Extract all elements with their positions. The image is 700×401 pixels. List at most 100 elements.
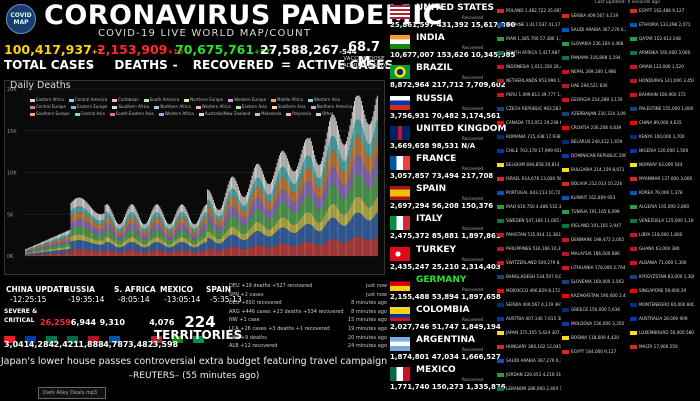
list-item[interactable]: LEBANON 286,000 2,404 181,062 [497, 386, 561, 391]
list-item[interactable]: SLOVAKIA 236,104 4,468 [562, 41, 626, 46]
legend-entry[interactable]: Western Asia [307, 96, 340, 103]
legend-entry[interactable]: Northern America [310, 103, 352, 110]
audio-player[interactable]: Dark Alley Deals.mp3 [38, 387, 106, 399]
list-item[interactable]: IRELAND 191,165 2,947 [562, 223, 626, 228]
list-item[interactable]: SAUDI ARABIA 367,276 6,373 358,723 [497, 358, 561, 363]
list-item[interactable]: EGYPT 164,000 9,127 [562, 349, 626, 354]
list-item[interactable]: NEPAL 269,180 1,986 [562, 69, 626, 74]
list-item[interactable]: MOLDOVA 156,000 3,350 [562, 321, 626, 326]
list-item[interactable]: CHILE 703,178 17,999 658,224 [497, 148, 561, 153]
legend-entry[interactable]: Western Europe [228, 96, 266, 103]
news-headline[interactable]: Japan's lower house passes controversial… [0, 356, 388, 367]
list-item[interactable]: NORWAY 63,000 544 [630, 162, 694, 167]
list-item[interactable]: BAHRAIN 100,900 372 [630, 92, 694, 97]
legend-entry[interactable]: Southern Europe [30, 110, 70, 117]
list-item[interactable]: IRAQ 610,750 4,486 532,395 [497, 204, 561, 209]
list-item[interactable]: SOUTH AFRICA 1,417,987 40,574 1,268,311 [497, 50, 561, 55]
legend-entry[interactable]: Southern Africa [112, 103, 149, 110]
list-item[interactable]: CHINA 89,000 4,635 [630, 120, 694, 125]
list-item[interactable]: ETHIOPIA 133,298 2,071 [630, 22, 694, 27]
list-item[interactable]: CROATIA 230,208 4,839 [562, 125, 626, 130]
list-item[interactable]: KAZAKHSTAN 190,000 2,453 [562, 293, 626, 298]
legend-entry[interactable]: Central Asia [74, 110, 105, 117]
list-item[interactable]: GHANA 63,000 380 [630, 246, 694, 251]
list-item[interactable]: AUSTRALIA 28,000 909 [630, 316, 694, 321]
list-item[interactable]: ALGERIA 105,000 2,800 [630, 204, 694, 209]
list-item[interactable]: BOSNIA 118,000 4,420 [562, 335, 626, 340]
list-item[interactable]: MALAYSIA 186,000 686 [562, 251, 626, 256]
list-item[interactable]: JORDAN 320,453 4,216 313,009 [497, 372, 561, 377]
list-item[interactable]: LIBYA 118,000 1,800 [630, 232, 694, 237]
list-item[interactable]: EGYPT 162,486 9,127 [630, 8, 694, 13]
list-item[interactable]: GEORGIA 254,288 3,130 [562, 97, 626, 102]
legend-entry[interactable]: Northern Europe [184, 96, 223, 103]
list-item[interactable]: LITHUANIA 178,000 2,764 [562, 265, 626, 270]
list-item[interactable]: SERBIA 409,567 4,119 [562, 13, 626, 18]
list-item[interactable]: BOLIVIA 212,013 10,226 [562, 181, 626, 186]
legend-entry[interactable]: Northern Africa [154, 103, 191, 110]
list-item[interactable]: GREECE 150,000 5,636 [562, 307, 626, 312]
list-item[interactable]: UAE 294,521 830 [562, 83, 626, 88]
list-item[interactable]: NIGERIA 120,000 1,500 [630, 148, 694, 153]
list-item[interactable]: ARMENIA 165,000 3,000 [630, 50, 694, 55]
list-item[interactable]: ALBANIA 71,000 1,300 [630, 260, 694, 265]
legend-entry[interactable]: Eastern Europe [70, 103, 107, 110]
legend-entry[interactable]: Eastern Asia [235, 103, 267, 110]
list-item[interactable]: ISRAEL 614,676 13,000 583,127 [497, 176, 561, 181]
list-item[interactable]: SWEDEN 547,166 11,005 N/A [497, 218, 561, 223]
legend-entry[interactable]: Central America [68, 96, 107, 103]
list-item[interactable]: AUSTRIA 407,146 7,615 384,023 [497, 316, 561, 321]
legend-entry[interactable]: South-Eastern Asia [109, 110, 154, 117]
list-item[interactable]: POLAND 1,482,722 35,665 1,243,579 [497, 8, 561, 13]
list-item[interactable]: KOREA 76,000 1,378 [630, 190, 694, 195]
list-item[interactable]: MALTA 17,000 250 [630, 344, 694, 349]
list-item[interactable]: IRAN 1,385,706 57,386 1,177,390 [497, 36, 561, 41]
list-item[interactable]: VENEZUELA 125,000 1,100 [630, 218, 694, 223]
list-item[interactable]: ROMANIA 715,438 17,938 654,075 [497, 134, 561, 139]
list-item[interactable]: BELGIUM 694,858 20,814 48,473 [497, 162, 561, 167]
list-item[interactable]: OMAN 133,000 1,520 [630, 64, 694, 69]
list-item[interactable]: PAKISTAN 535,914 11,383 490,526 [497, 232, 561, 237]
list-item[interactable]: PALESTINE 155,000 1,800 [630, 106, 694, 111]
list-item[interactable]: PHILIPPINES 516,166 10,386 475,403 [497, 246, 561, 251]
list-item[interactable]: TUNISIA 191,165 6,099 [562, 209, 626, 214]
legend-entry[interactable]: Caribbean [112, 96, 139, 103]
legend-entry[interactable]: Western Africa [195, 103, 231, 110]
list-item[interactable]: DENMARK 198,472 2,005 [562, 237, 626, 242]
legend-entry[interactable]: Other [316, 110, 333, 117]
list-item[interactable]: AZERBAIJAN 230,314 3,097 [562, 111, 626, 116]
legend-entry[interactable]: Polynesia [286, 110, 311, 117]
list-item[interactable]: CZECH REPUBLIC 963,583 16,018 831,384 [497, 106, 561, 111]
list-item[interactable]: BULGARIA 214,159 8,671 [562, 167, 626, 172]
list-item[interactable]: SERBIA 409,567 4,119 391,075 [497, 302, 561, 307]
list-item[interactable]: BANGLADESH 534,507 8,072 479,276 [497, 274, 561, 279]
list-item[interactable]: KYRGYZSTAN 83,000 1,300 [630, 274, 694, 279]
legend-entry[interactable]: Southern Asia [271, 103, 306, 110]
legend-entry[interactable]: Melanesia [255, 110, 281, 117]
list-item[interactable]: PANAMA 316,808 5,194 [562, 55, 626, 60]
list-item[interactable]: MOROCCO 466,829 8,172 442,869 [497, 288, 561, 293]
list-item[interactable]: MONTENEGRO 60,000 800 [630, 302, 694, 307]
list-item[interactable]: MYANMAR 137,000 3,000 [630, 176, 694, 181]
list-item[interactable]: JAPAN 375,355 5,424 307,870 [497, 330, 561, 335]
list-item[interactable]: HONDURAS 141,000 3,459 [630, 78, 694, 83]
list-item[interactable]: SWITZERLAND 509,279 8,793 317,600 [497, 260, 561, 265]
legend-entry[interactable]: South America [143, 96, 179, 103]
list-item[interactable]: QATAR 152,613 248 [630, 36, 694, 41]
legend-entry[interactable]: Western Africa [158, 110, 194, 117]
list-item[interactable]: NETHERLANDS 953,996 13,858 N/A [497, 78, 561, 83]
list-item[interactable]: KENYA 100,000 1,700 [630, 134, 694, 139]
list-item[interactable]: DOMINICAN REPUBLIC 206,180 2,613 [562, 153, 626, 158]
list-item[interactable]: HUNGARY 360,102 12,041 232,196 [497, 344, 561, 349]
list-item[interactable]: PORTUGAL 643,113 10,721 451,751 [497, 190, 561, 195]
legend-entry[interactable]: Australia/New Zealand [198, 110, 250, 117]
list-item[interactable]: BELARUS 240,412 1,659 [562, 139, 626, 144]
list-item[interactable]: UKRAINE 1,417,637 41,171 1,241,462 [497, 22, 561, 27]
list-item[interactable]: CANADA 753,051 19,238 671,325 [497, 120, 561, 125]
list-item[interactable]: SAUDI ARABIA 367,276 6,373 [562, 27, 626, 32]
legend-entry[interactable]: Central Europe [30, 103, 66, 110]
list-item[interactable]: INDONESIA 1,012,350 28,468 820,356 [497, 64, 561, 69]
list-item[interactable]: SLOVENIA 160,000 3,563 [562, 279, 626, 284]
list-item[interactable]: LUXEMBOURG 50,000 580 [630, 330, 694, 335]
list-item[interactable]: SINGAPORE 59,000 29 [630, 288, 694, 293]
